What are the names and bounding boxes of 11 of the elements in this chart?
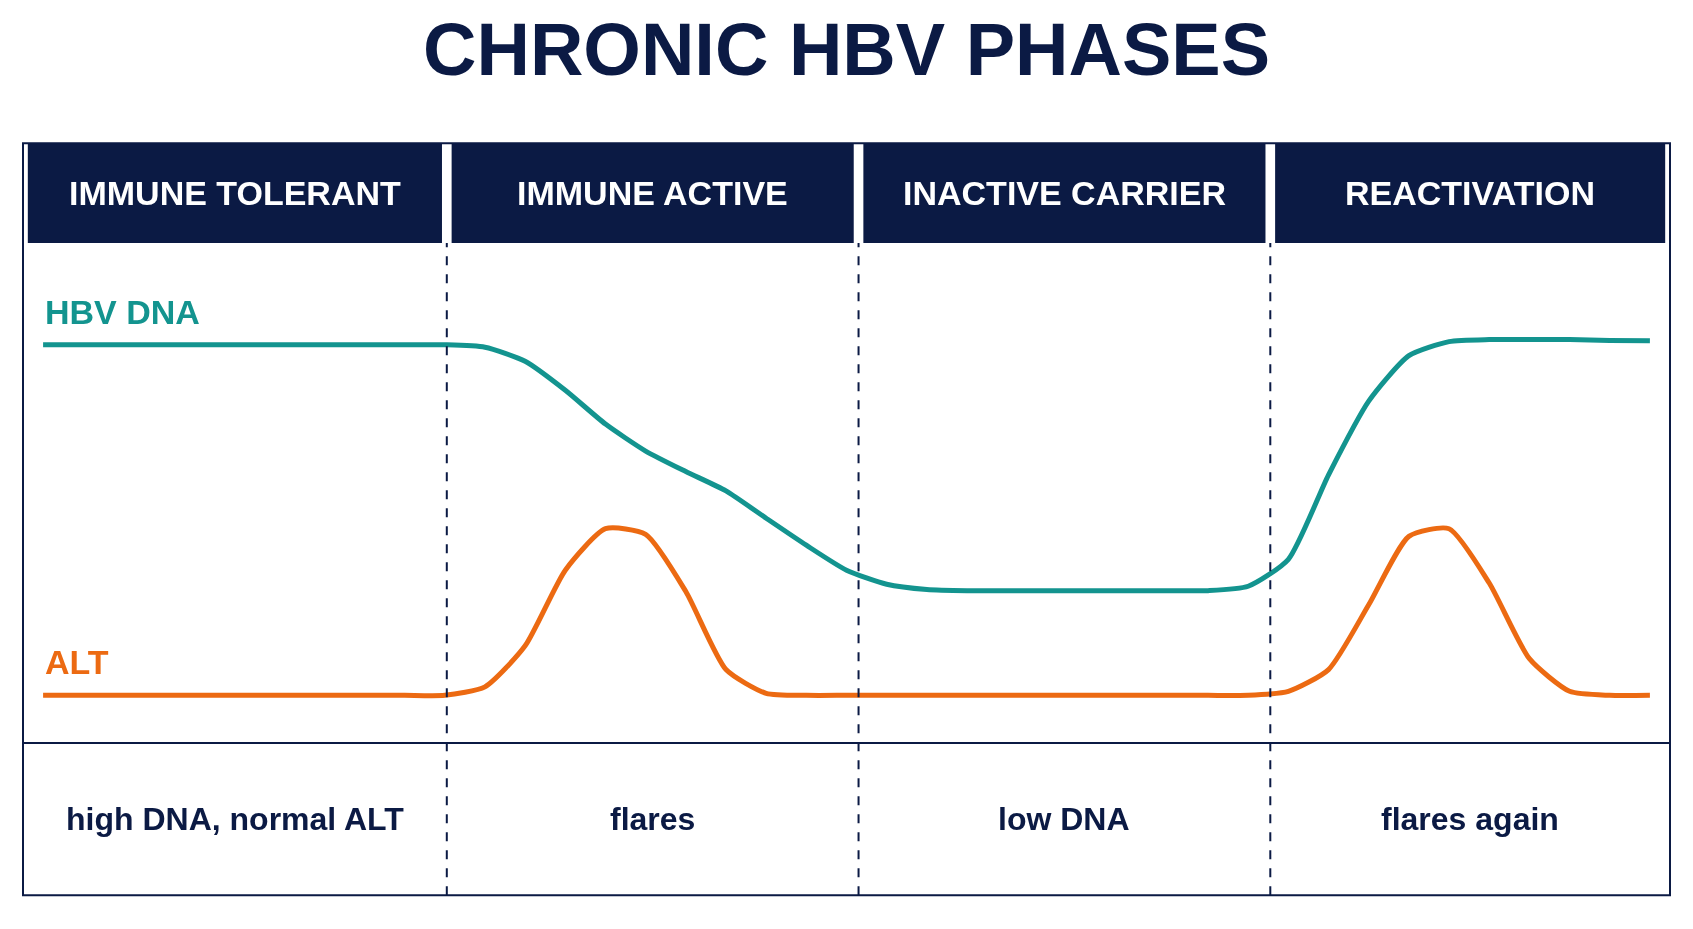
text: flares [610, 801, 696, 837]
text: IMMUNE TOLERANT [69, 174, 402, 212]
text: IMMUNE ACTIVE [517, 174, 788, 212]
series-label: ALT [45, 643, 109, 681]
text: low DNA [998, 801, 1130, 837]
chart-title: CHRONIC HBV PHASES [423, 8, 1270, 92]
series-label: HBV DNA [45, 293, 200, 331]
text: REACTIVATION [1345, 174, 1595, 212]
text: flares again [1381, 801, 1559, 837]
text: INACTIVE CARRIER [903, 174, 1227, 212]
text: high DNA, normal ALT [66, 801, 405, 837]
